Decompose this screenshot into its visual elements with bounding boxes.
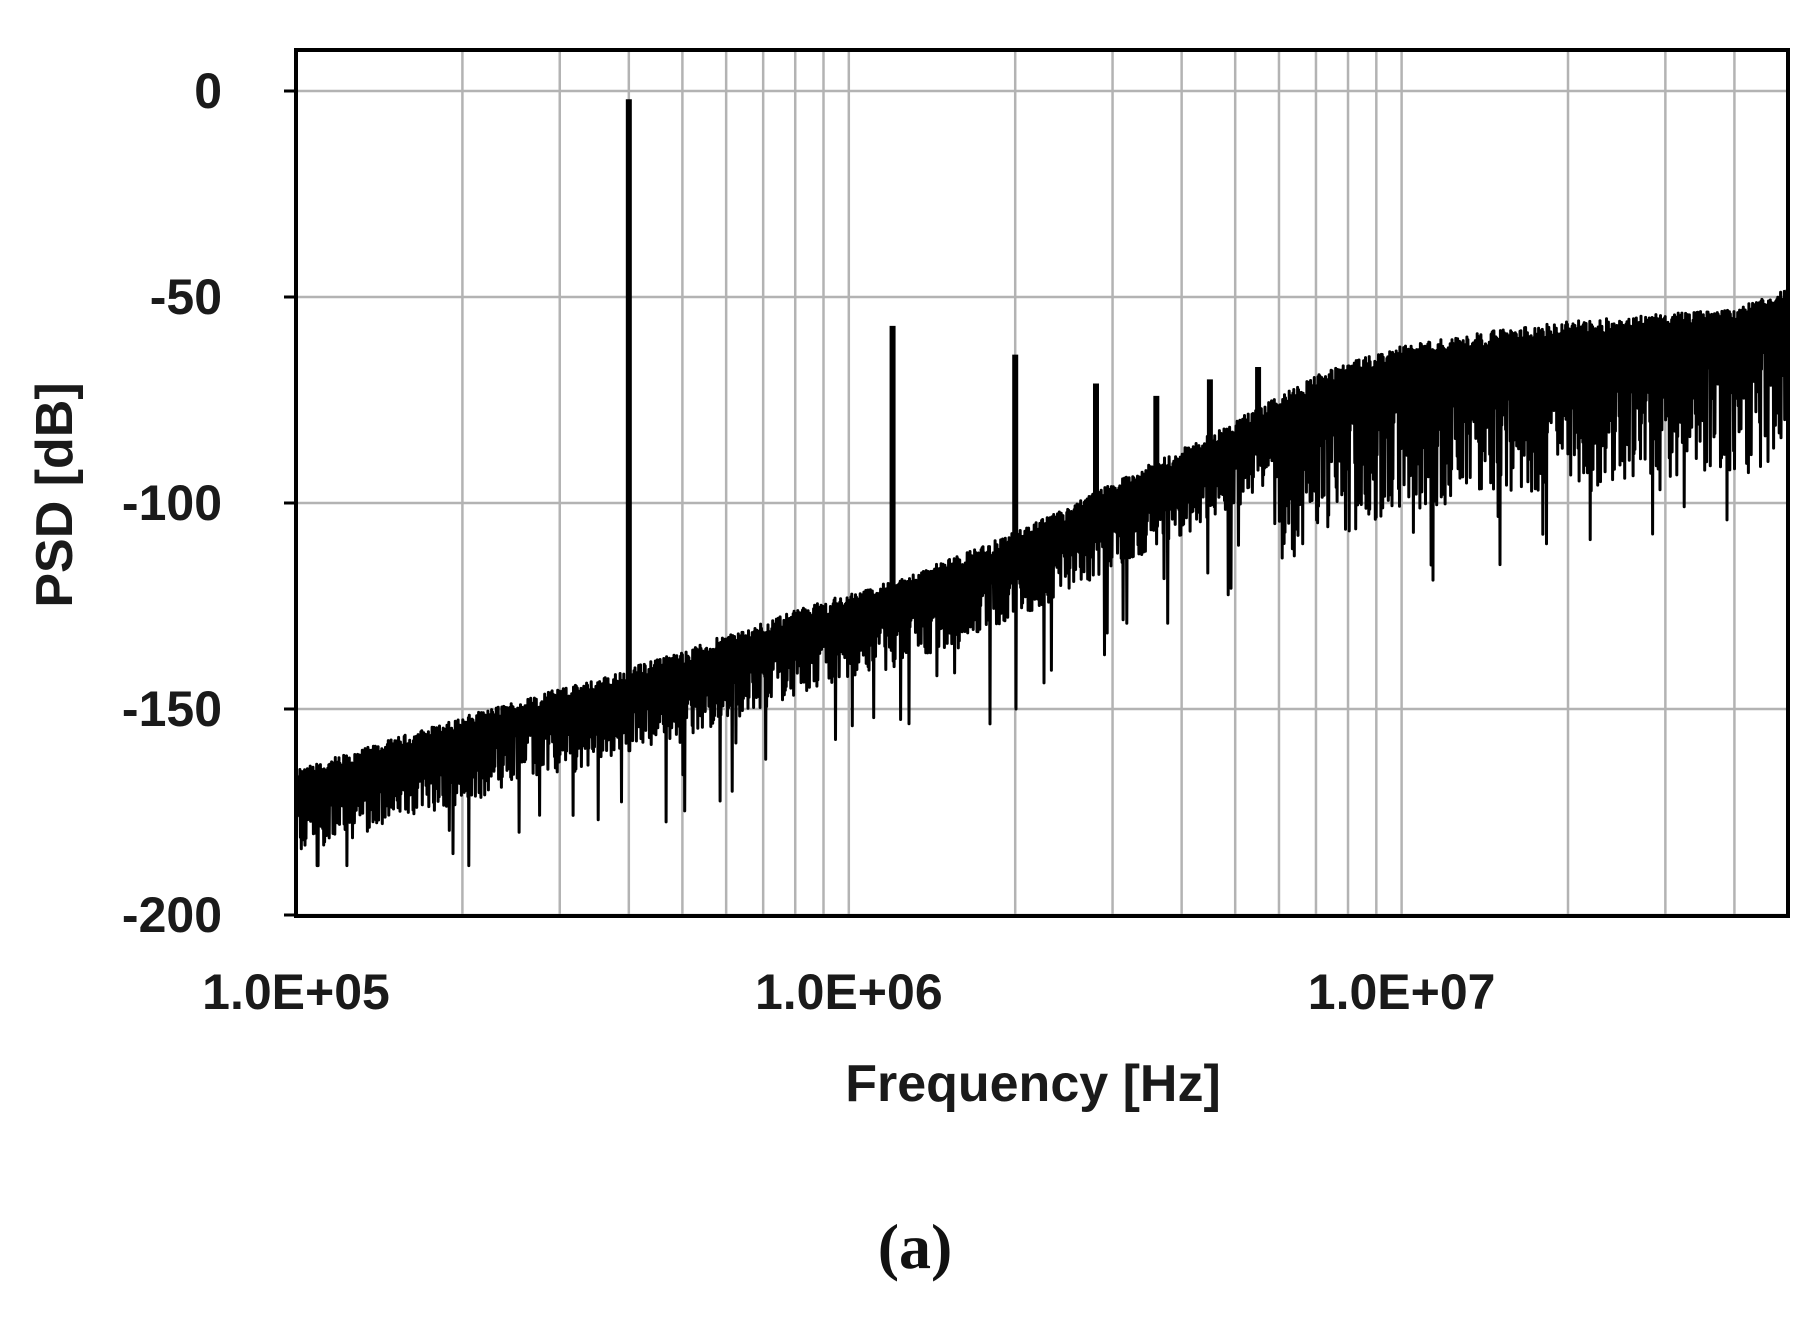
plot-frame	[284, 48, 1790, 918]
x-tick-label: 1.0E+05	[202, 964, 390, 1020]
x-tick-label: 1.0E+06	[755, 964, 943, 1020]
x-axis-title: Frequency [Hz]	[845, 1055, 1221, 1113]
y-axis-title: PSD [dB]	[26, 382, 84, 607]
x-tick-label: 1.0E+07	[1308, 964, 1496, 1020]
y-tick-label: -200	[122, 887, 222, 943]
y-tick-label: -150	[122, 681, 222, 737]
y-tick-label: 0	[194, 63, 222, 119]
y-tick-label: -100	[122, 475, 222, 531]
plot-area-border	[294, 48, 1790, 918]
figure-caption: (a)	[878, 1211, 953, 1282]
tick-labels: 0 -50 -100 -150 -200 1.0E+05 1.0E+06 1.0E+07	[122, 63, 1496, 1020]
y-tick-label: -50	[150, 269, 222, 325]
series-layer	[297, 99, 1790, 868]
psd-series-line	[297, 288, 1790, 868]
